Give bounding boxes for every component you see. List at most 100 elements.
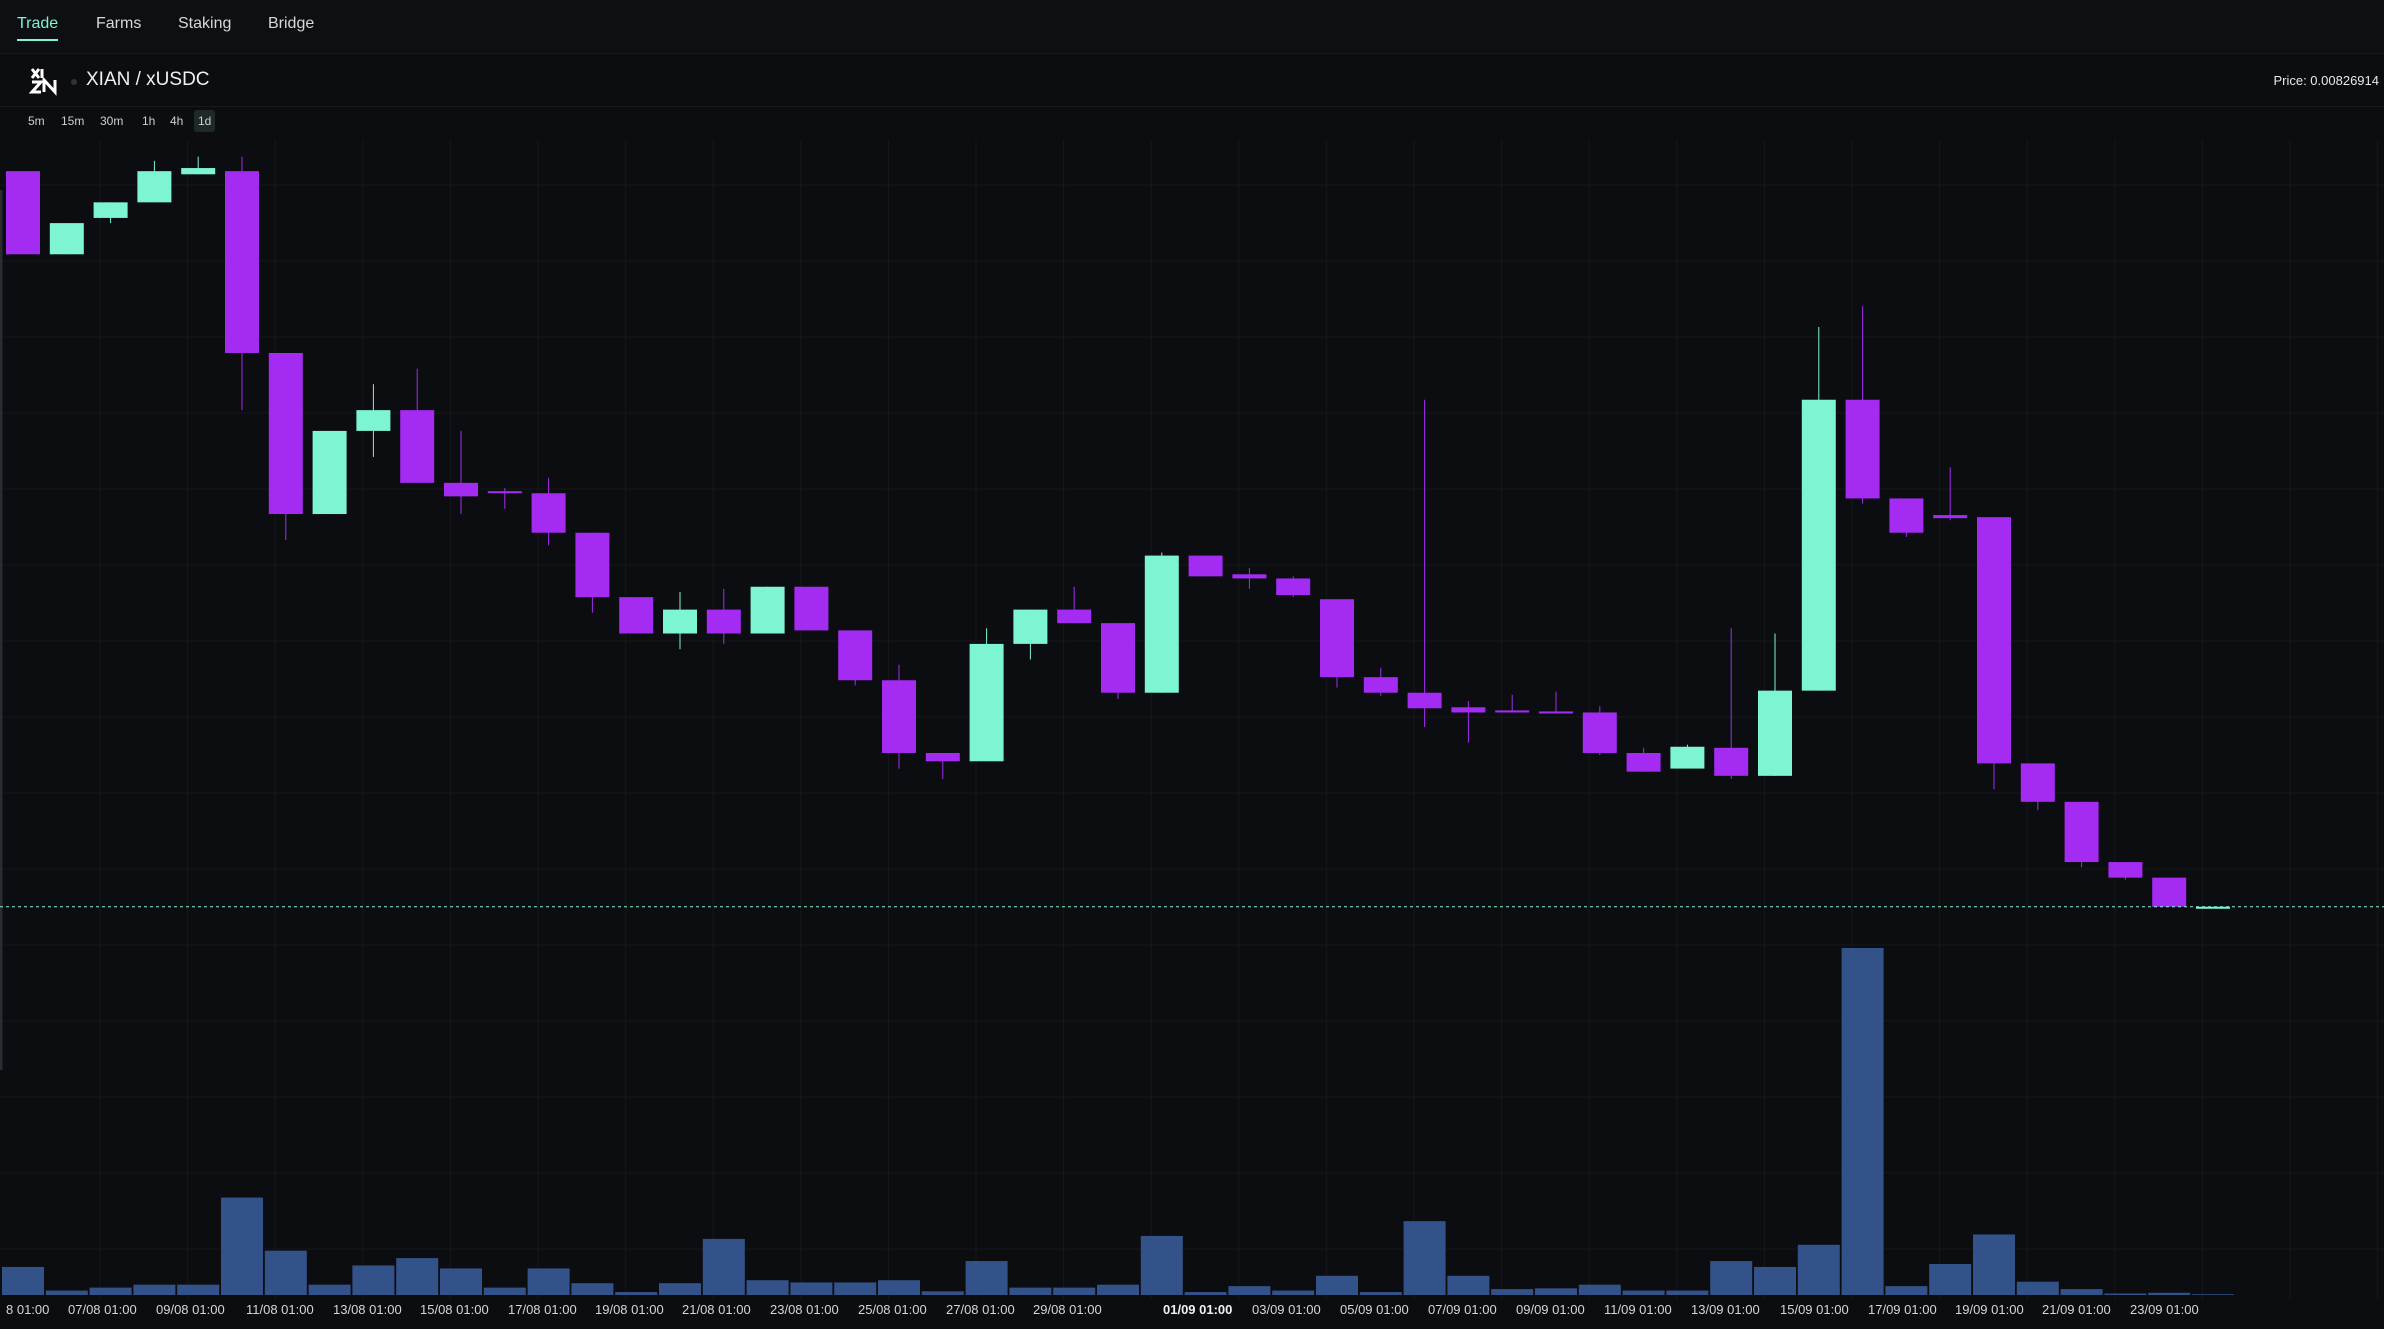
volume-bar bbox=[1754, 1266, 1796, 1295]
candle-body bbox=[838, 630, 873, 681]
x-tick-label: 09/09 01:00 bbox=[1516, 1302, 1585, 1317]
volume-bar bbox=[2060, 1289, 2103, 1295]
volume-bar bbox=[264, 1250, 307, 1295]
volume-bar bbox=[1797, 1244, 1840, 1295]
candle-body bbox=[356, 410, 391, 431]
volume-bar bbox=[1622, 1290, 1665, 1295]
price-chart[interactable]: 8 01:00 07/08 01:00 09/08 01:00 11/08 01:00… bbox=[0, 140, 2384, 1324]
x-tick-label: 19/08 01:00 bbox=[595, 1302, 664, 1317]
volume-bar bbox=[1447, 1275, 1490, 1295]
x-axis: 8 01:00 07/08 01:00 09/08 01:00 11/08 01:00… bbox=[6, 1302, 2199, 1317]
nav-farms[interactable]: Farms bbox=[96, 15, 142, 32]
volume-bar bbox=[921, 1291, 964, 1295]
xian-logo-icon bbox=[28, 66, 59, 96]
candle-body bbox=[925, 752, 960, 762]
candle-body bbox=[1889, 498, 1924, 533]
candle-body bbox=[531, 493, 566, 533]
candle-body bbox=[969, 643, 1004, 762]
volume-bar bbox=[2148, 1292, 2191, 1295]
current-price: Price: 0.00826914 bbox=[2273, 73, 2379, 88]
candle-body bbox=[1758, 690, 1792, 776]
timeframe-5m[interactable]: 5m bbox=[28, 114, 45, 128]
x-tick-label: 11/08 01:00 bbox=[246, 1302, 314, 1317]
x-tick-label: 23/09 01:00 bbox=[2130, 1302, 2199, 1317]
timeframe-4h[interactable]: 4h bbox=[170, 114, 184, 128]
candle-body bbox=[225, 171, 259, 353]
volume-bar bbox=[878, 1280, 920, 1295]
volume-bar bbox=[1140, 1235, 1183, 1295]
candle-body bbox=[1451, 707, 1486, 713]
candle-body bbox=[882, 680, 916, 753]
volume-bar bbox=[483, 1287, 526, 1295]
x-tick-label: 03/09 01:00 bbox=[1252, 1302, 1321, 1317]
volume-bar bbox=[746, 1280, 789, 1295]
candle-body bbox=[706, 609, 741, 634]
volume-bar bbox=[89, 1287, 132, 1295]
nav-trade[interactable]: Trade bbox=[17, 15, 59, 41]
volume-bar bbox=[1666, 1290, 1709, 1295]
volume-bar bbox=[702, 1238, 745, 1295]
x-tick-label: 19/09 01:00 bbox=[1955, 1302, 2024, 1317]
candle-body bbox=[1977, 517, 2011, 764]
timeframe-30m[interactable]: 30m bbox=[100, 114, 124, 128]
x-tick-label: 25/08 01:00 bbox=[858, 1302, 927, 1317]
nav-staking[interactable]: Staking bbox=[178, 15, 232, 32]
candle-body bbox=[400, 410, 435, 483]
volume-bar bbox=[965, 1261, 1008, 1295]
pair-header: XIAN / xUSDC Price: 0.00826914 bbox=[0, 55, 2384, 107]
candle-body bbox=[1933, 515, 1968, 519]
volume-bar bbox=[1885, 1286, 1928, 1295]
candlestick-chart[interactable]: 8 01:00 07/08 01:00 09/08 01:00 11/08 01:00… bbox=[0, 140, 2384, 1324]
x-tick-label: 07/09 01:00 bbox=[1428, 1302, 1497, 1317]
volume-bar bbox=[1097, 1284, 1139, 1295]
nav-bridge[interactable]: Bridge bbox=[268, 15, 315, 32]
candle-body bbox=[2064, 801, 2099, 863]
volume-bar bbox=[2, 1266, 44, 1295]
volume-bar bbox=[1929, 1263, 1972, 1295]
candle-body bbox=[487, 491, 522, 494]
volume-bar bbox=[790, 1282, 833, 1295]
volume-bar bbox=[527, 1268, 570, 1295]
candle-body bbox=[1801, 399, 1836, 691]
x-tick-label: 17/09 01:00 bbox=[1868, 1302, 1937, 1317]
candle-body bbox=[1276, 578, 1311, 596]
candle-body bbox=[1057, 609, 1092, 624]
candle-body bbox=[1013, 609, 1048, 644]
candle-body bbox=[1363, 677, 1398, 693]
pair-name[interactable]: XIAN / xUSDC bbox=[86, 69, 210, 90]
timeframe-15m[interactable]: 15m bbox=[61, 114, 85, 128]
volume-bar bbox=[1491, 1289, 1534, 1295]
candle-body bbox=[619, 597, 654, 634]
candle-body bbox=[663, 609, 697, 634]
volume-bar bbox=[834, 1282, 877, 1295]
candle-body bbox=[49, 223, 84, 255]
volume-bar bbox=[221, 1197, 263, 1295]
volume-bar bbox=[308, 1284, 351, 1295]
x-tick-label: 13/08 01:00 bbox=[333, 1302, 402, 1317]
volume-bar bbox=[1710, 1261, 1753, 1295]
x-tick-label: 09/08 01:00 bbox=[156, 1302, 225, 1317]
volume-bar bbox=[2192, 1294, 2234, 1295]
volume-bar bbox=[571, 1283, 614, 1295]
candle-body bbox=[1232, 574, 1267, 579]
volume-bar bbox=[2016, 1281, 2059, 1295]
top-navigation: Trade Farms Staking Bridge bbox=[0, 0, 2384, 54]
timeframe-1h[interactable]: 1h bbox=[142, 114, 156, 128]
volume-bar bbox=[1228, 1286, 1271, 1295]
volume-bar bbox=[440, 1268, 482, 1295]
x-tick-label: 23/08 01:00 bbox=[770, 1302, 839, 1317]
volume-bar bbox=[1316, 1275, 1358, 1295]
candle-body bbox=[1582, 712, 1617, 753]
candle-body bbox=[1670, 746, 1705, 769]
candles bbox=[6, 156, 2230, 909]
timeframe-1d[interactable]: 1d bbox=[194, 110, 216, 132]
chart-grid bbox=[0, 140, 2384, 1300]
volume-bar bbox=[1841, 948, 1884, 1295]
x-tick-label: 15/09 01:00 bbox=[1780, 1302, 1849, 1317]
x-tick-label: 01/09 01:00 bbox=[1163, 1302, 1232, 1317]
volume-bar bbox=[177, 1284, 220, 1295]
candle-body bbox=[794, 586, 829, 631]
candle-body bbox=[2020, 763, 2055, 802]
x-tick-label: 13/09 01:00 bbox=[1691, 1302, 1760, 1317]
volume-bar bbox=[352, 1265, 395, 1295]
